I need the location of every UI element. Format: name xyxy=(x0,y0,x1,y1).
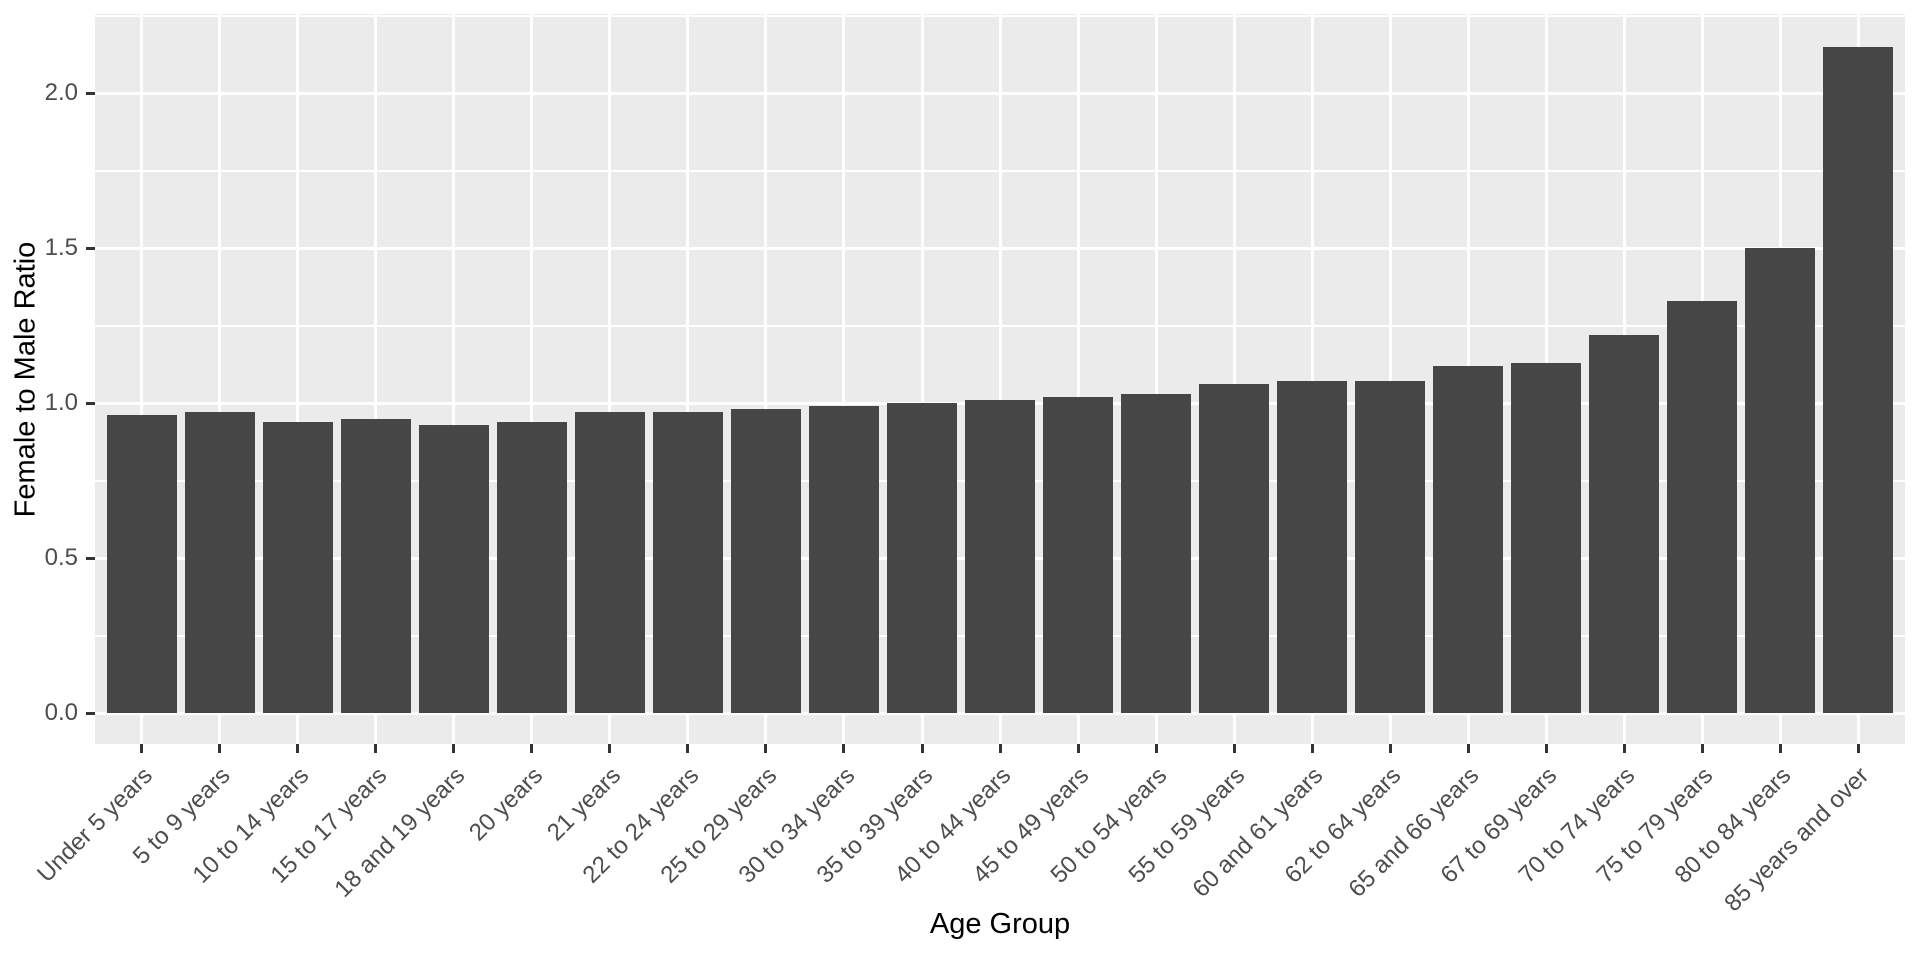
x-tick-mark xyxy=(530,744,534,753)
bar-62-to-64-years xyxy=(1355,381,1426,713)
x-tick-mark xyxy=(1544,744,1548,753)
x-tick-mark xyxy=(1154,744,1158,753)
bar-21-years xyxy=(574,412,645,713)
bar-18-and-19-years xyxy=(418,424,489,713)
gridline-major-x xyxy=(842,14,846,744)
gridline-major-x xyxy=(218,14,222,744)
bar-67-to-69-years xyxy=(1511,362,1582,713)
bar-75-to-79-years xyxy=(1667,300,1738,713)
y-tick-label: 2.0 xyxy=(44,79,78,106)
y-axis-title-box: Female to Male Ratio xyxy=(0,14,52,744)
gridline-major-x xyxy=(686,14,690,744)
y-tick-label: 1.5 xyxy=(44,234,78,261)
bar-70-to-74-years xyxy=(1589,334,1660,713)
x-tick-mark xyxy=(764,744,768,753)
x-tick-mark xyxy=(1388,744,1392,753)
x-tick-label: 85 years and over xyxy=(1719,762,1875,917)
gridline-major-x xyxy=(608,14,612,744)
gridline-major-x xyxy=(374,14,378,744)
y-tick-label: 1.0 xyxy=(44,389,78,416)
x-tick-mark xyxy=(1466,744,1470,753)
bar-20-years xyxy=(496,421,567,713)
x-tick-mark xyxy=(1310,744,1314,753)
bar-25-to-29-years xyxy=(730,409,802,713)
y-axis-title: Female to Male Ratio xyxy=(9,241,42,517)
gridline-major-x xyxy=(1154,14,1158,744)
bar-15-to-17-years xyxy=(340,418,411,713)
bar-35-to-39-years xyxy=(886,403,958,713)
gridline-major-x xyxy=(1232,14,1236,744)
gridline-major-x xyxy=(1388,14,1392,744)
bar-50-to-54-years xyxy=(1120,393,1192,713)
x-tick-label: 20 years xyxy=(463,762,548,847)
bar-40-to-44-years xyxy=(964,399,1036,713)
plot-panel xyxy=(95,14,1905,744)
y-tick-mark xyxy=(86,711,95,715)
y-tick-mark xyxy=(86,556,95,560)
x-tick-mark xyxy=(998,744,1002,753)
gridline-major-x xyxy=(452,14,456,744)
x-tick-mark xyxy=(1778,744,1782,753)
x-tick-mark xyxy=(608,744,612,753)
x-tick-mark xyxy=(1700,744,1704,753)
bar-5-to-9-years xyxy=(184,412,255,713)
x-axis-title: Age Group xyxy=(929,908,1071,940)
gridline-major-x xyxy=(764,14,768,744)
x-tick-mark xyxy=(1856,744,1860,753)
y-tick-mark xyxy=(86,401,95,405)
x-tick-mark xyxy=(374,744,378,753)
bar-60-and-61-years xyxy=(1277,381,1348,713)
bar-10-to-14-years xyxy=(262,421,333,713)
gridline-major-x xyxy=(998,14,1002,744)
gridline-major-x xyxy=(140,14,144,744)
bar-22-to-24-years xyxy=(652,412,724,713)
bar-55-to-59-years xyxy=(1198,384,1270,713)
bar-80-to-84-years xyxy=(1745,248,1816,713)
x-tick-label: Under 5 years xyxy=(32,762,158,888)
x-tick-mark xyxy=(218,744,222,753)
x-tick-mark xyxy=(1622,744,1626,753)
bar-85-years-and-over xyxy=(1823,46,1894,713)
gridline-major-x xyxy=(1310,14,1314,744)
x-tick-mark xyxy=(842,744,846,753)
gridline-major-x xyxy=(1076,14,1080,744)
x-tick-mark xyxy=(452,744,456,753)
gridline-major-x xyxy=(530,14,534,744)
y-tick-mark xyxy=(86,91,95,95)
bar-under-5-years xyxy=(106,415,177,713)
x-tick-mark xyxy=(296,744,300,753)
bar-30-to-34-years xyxy=(808,406,880,713)
x-tick-mark xyxy=(920,744,924,753)
y-tick-label: 0.0 xyxy=(44,699,78,726)
gridline-major-x xyxy=(296,14,300,744)
x-tick-mark xyxy=(140,744,144,753)
gridline-major-x xyxy=(920,14,924,744)
x-tick-mark xyxy=(1232,744,1236,753)
x-tick-mark xyxy=(1076,744,1080,753)
bar-65-and-66-years xyxy=(1433,365,1504,713)
y-tick-label: 0.5 xyxy=(44,544,78,571)
x-tick-mark xyxy=(686,744,690,753)
bar-45-to-49-years xyxy=(1042,396,1114,713)
y-tick-mark xyxy=(86,246,95,250)
